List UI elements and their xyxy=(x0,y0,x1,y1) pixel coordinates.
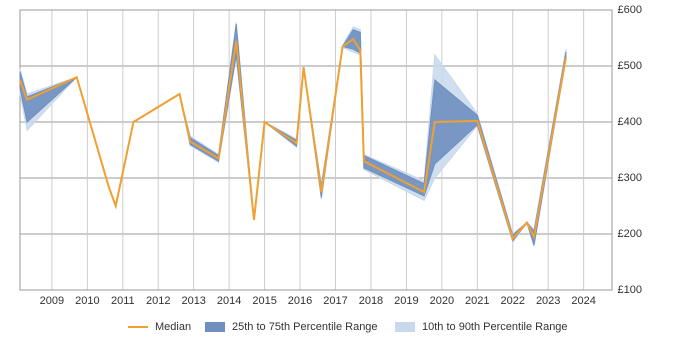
legend-swatch xyxy=(205,322,225,332)
legend-label: Median xyxy=(155,321,191,333)
x-tick-label: 2020 xyxy=(430,295,454,307)
plot-border xyxy=(19,9,613,291)
y-tick-label: £200 xyxy=(618,228,642,240)
x-tick-label: 2019 xyxy=(394,295,418,307)
y-tick-label: £500 xyxy=(618,60,642,72)
x-tick-label: 2017 xyxy=(323,295,347,307)
y-tick-label: £400 xyxy=(618,116,642,128)
y-tick-label: £300 xyxy=(618,172,642,184)
x-tick-label: 2009 xyxy=(40,295,64,307)
x-tick-label: 2010 xyxy=(75,295,99,307)
x-tick-label: 2015 xyxy=(252,295,276,307)
x-tick-label: 2013 xyxy=(181,295,205,307)
x-tick-label: 2021 xyxy=(465,295,489,307)
median-line xyxy=(19,37,567,241)
y-tick-label: £600 xyxy=(618,4,642,16)
y-tick-label: £100 xyxy=(618,284,642,296)
x-tick-label: 2016 xyxy=(288,295,312,307)
legend-label: 25th to 75th Percentile Range xyxy=(232,321,378,333)
x-tick-label: 2012 xyxy=(146,295,170,307)
x-tick-label: 2018 xyxy=(359,295,383,307)
x-tick-label: 2014 xyxy=(217,295,241,307)
legend-label: 10th to 90th Percentile Range xyxy=(422,321,568,333)
x-tick-label: 2024 xyxy=(571,295,595,307)
legend-swatch xyxy=(395,322,415,332)
x-tick-label: 2023 xyxy=(536,295,560,307)
x-tick-label: 2022 xyxy=(501,295,525,307)
x-tick-label: 2011 xyxy=(111,295,135,307)
